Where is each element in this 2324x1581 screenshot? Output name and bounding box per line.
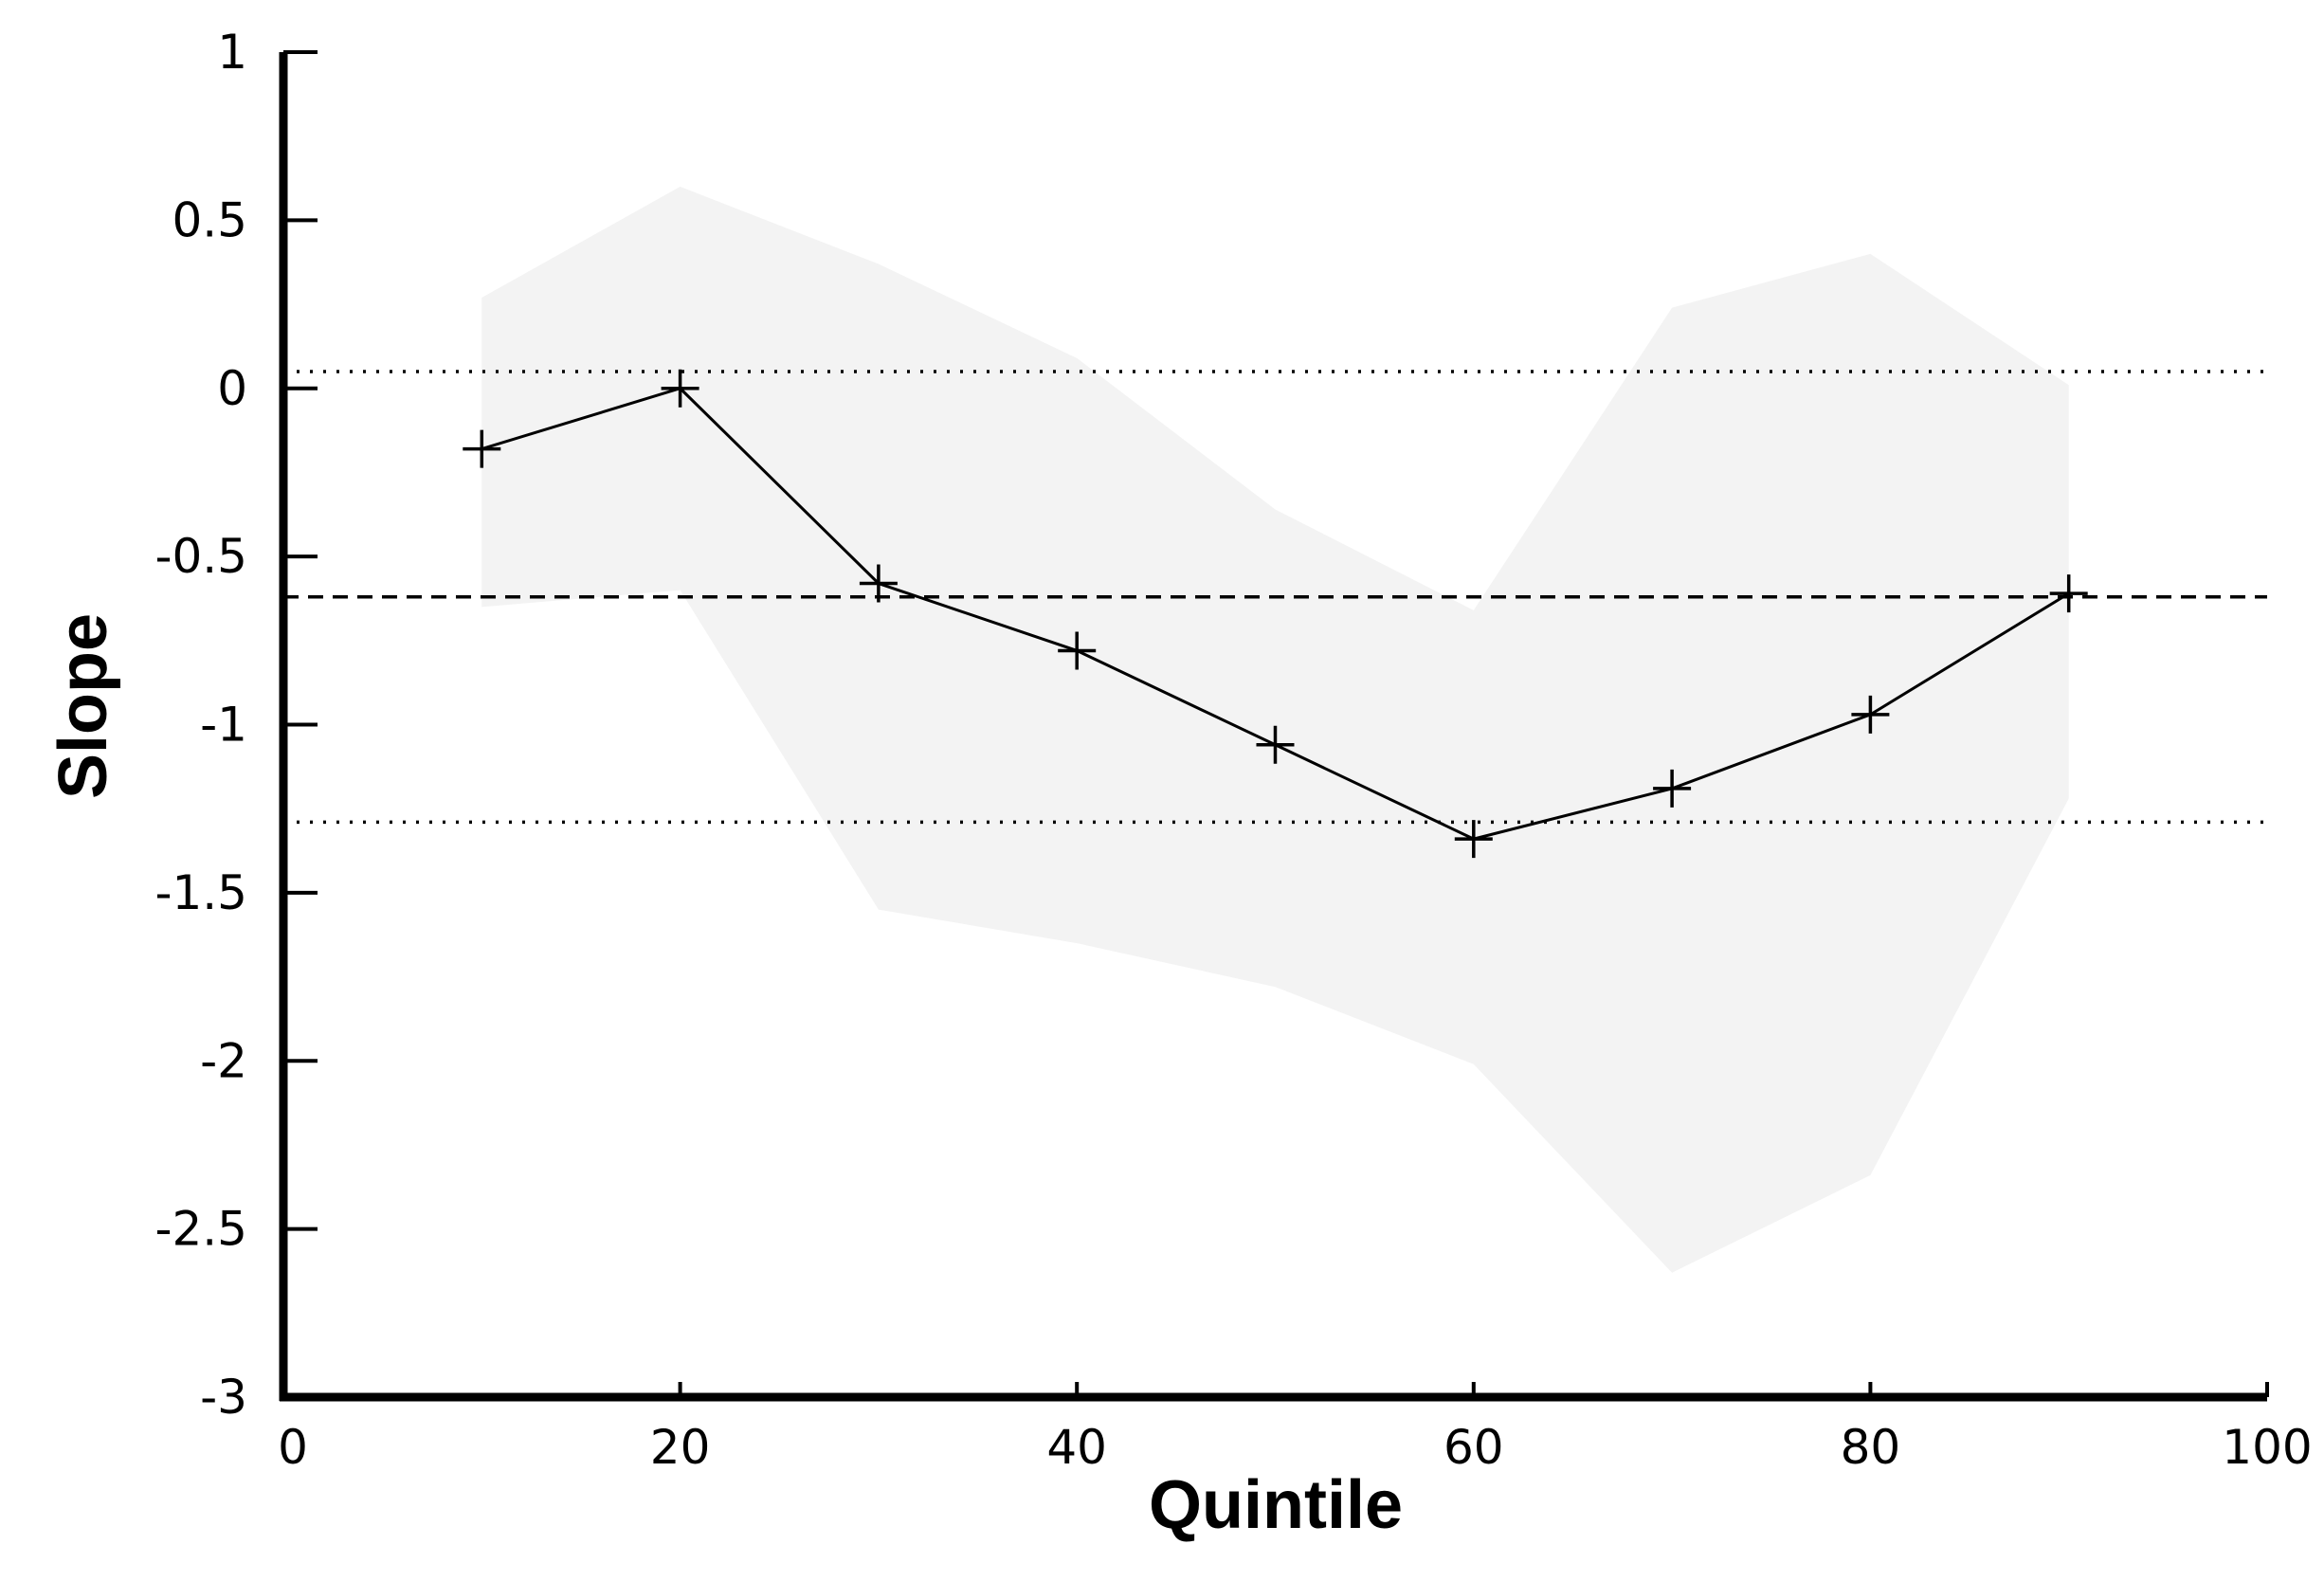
x-tick-label: 80 bbox=[1841, 1420, 1901, 1475]
y-tick-label: 0 bbox=[217, 361, 247, 416]
point-marker bbox=[2049, 574, 2088, 613]
y-tick-label: -2.5 bbox=[154, 1202, 247, 1257]
point-marker bbox=[1256, 725, 1295, 764]
point-marker bbox=[859, 564, 898, 603]
x-axis-title: Quintile bbox=[1149, 1467, 1403, 1543]
x-tick-label: 40 bbox=[1046, 1420, 1107, 1475]
x-tick-label: 0 bbox=[278, 1420, 308, 1475]
point-marker bbox=[1851, 695, 1890, 734]
y-tick-label: -1 bbox=[200, 698, 247, 753]
point-marker bbox=[1454, 820, 1493, 859]
x-tick-label: 100 bbox=[2222, 1420, 2312, 1475]
y-tick-label: -1.5 bbox=[154, 865, 247, 920]
point-marker bbox=[1058, 631, 1097, 670]
y-tick-label: -0.5 bbox=[154, 529, 247, 584]
point-marker bbox=[1653, 769, 1692, 808]
y-tick-label: -3 bbox=[200, 1370, 247, 1425]
y-tick-label: 1 bbox=[217, 25, 247, 80]
y-tick-label: -2 bbox=[200, 1033, 247, 1088]
point-marker bbox=[661, 369, 699, 408]
y-axis-title: Slope bbox=[45, 613, 121, 799]
y-tick-label: 0.5 bbox=[172, 192, 247, 247]
point-marker bbox=[463, 429, 501, 468]
x-tick-label: 20 bbox=[650, 1420, 711, 1475]
x-tick-label: 60 bbox=[1443, 1420, 1504, 1475]
